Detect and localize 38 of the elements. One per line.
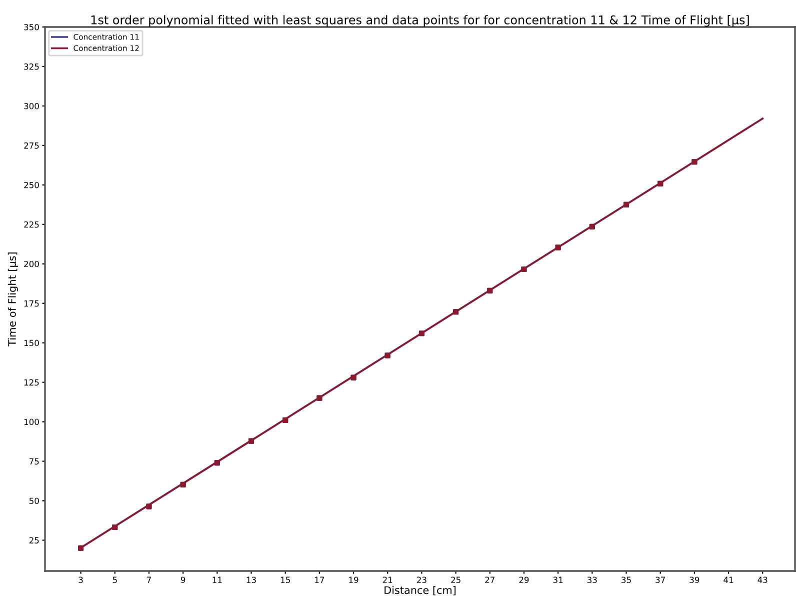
y-tick-label: 100 [24, 418, 39, 426]
x-tick-label: 19 [349, 576, 358, 584]
x-tick-label: 39 [690, 576, 700, 584]
y-tick-label: 25 [29, 537, 39, 544]
y-tick-label: 275 [24, 142, 39, 149]
x-tick-label: 21 [382, 576, 392, 583]
x-tick-label: 27 [485, 576, 494, 583]
x-tick-label: 7 [147, 576, 151, 583]
x-tick-label: 31 [553, 576, 563, 584]
x-tick-label: 23 [417, 576, 426, 584]
y-tick-label: 200 [24, 260, 39, 268]
y-tick-label: 300 [24, 102, 39, 110]
x-tick-label: 11 [212, 576, 222, 583]
x-tick-label: 15 [280, 576, 290, 584]
x-tick-label: 37 [656, 576, 665, 584]
x-tick-label: 43 [758, 576, 768, 584]
chart-title: 1st order polynomial fitted with least squares and data points for for concentration 11 & 12 Time of Flight [µs] [91, 15, 749, 27]
x-tick-label: 13 [246, 576, 256, 584]
y-axis-title: Time of Flight [µs] [8, 252, 18, 346]
y-tick-label: 150 [24, 340, 39, 346]
x-tick-label: 25 [451, 576, 460, 584]
x-tick-label: 33 [587, 576, 597, 584]
x-tick-label: 29 [519, 576, 529, 584]
x-tick-label: 41 [724, 576, 734, 583]
y-tick-label: 250 [24, 182, 39, 188]
x-tick-label: 35 [622, 576, 631, 584]
x-tick-label: 17 [315, 576, 324, 583]
y-tick-label: 350 [24, 24, 39, 30]
x-tick-label: 5 [112, 576, 117, 584]
y-tick-label: 50 [29, 498, 39, 504]
y-tick-label: 175 [24, 300, 39, 307]
x-tick-label: 3 [78, 576, 83, 584]
x-axis-title: Distance [cm] [384, 586, 456, 596]
y-tick-label: 325 [24, 63, 39, 70]
x-tick-label: 9 [180, 576, 186, 584]
y-tick-label: 125 [24, 379, 39, 386]
y-tick-label: 75 [30, 458, 39, 465]
y-tick-label: 225 [24, 221, 39, 228]
